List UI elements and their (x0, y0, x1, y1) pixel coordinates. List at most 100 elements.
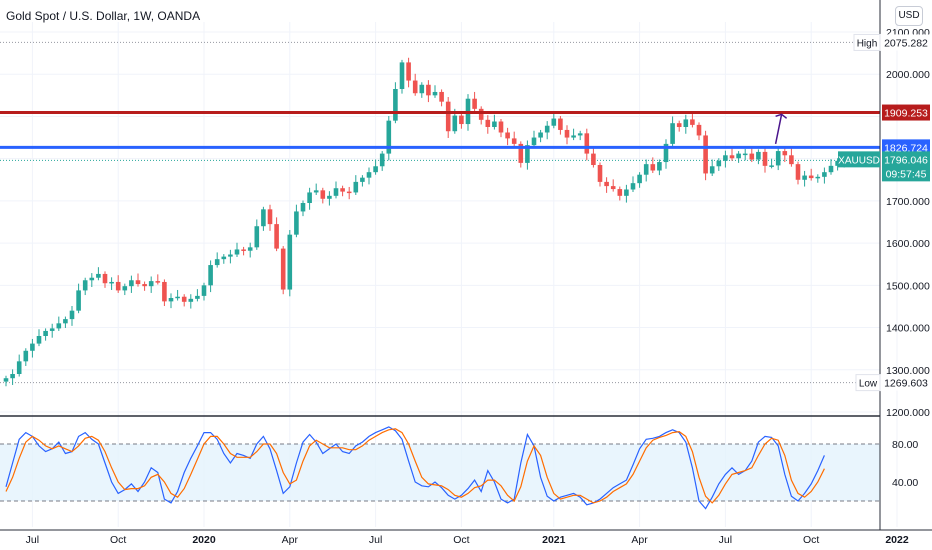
candle (795, 161, 801, 185)
candle-body (749, 153, 755, 160)
candle-body (109, 281, 114, 284)
candle-body (439, 91, 444, 102)
candle (320, 187, 326, 204)
horizontal-drawings[interactable] (0, 111, 880, 149)
candle (472, 91, 477, 112)
candle (76, 283, 81, 314)
candle (650, 157, 656, 174)
candle (406, 57, 411, 88)
candle (261, 206, 266, 231)
candle (756, 149, 761, 165)
candle-body (360, 177, 365, 182)
candle (280, 246, 286, 295)
candle (544, 121, 550, 140)
candle (789, 148, 794, 167)
candle-body (769, 165, 774, 167)
candle (630, 176, 636, 193)
candle (399, 59, 405, 94)
candle (195, 289, 200, 302)
candle-body (756, 151, 761, 160)
candle (155, 274, 161, 285)
low-value-tag-bg (882, 374, 930, 391)
candle-body (597, 165, 603, 182)
price-tick-label: 1600.000 (886, 238, 930, 250)
candle (709, 159, 715, 176)
stochastic-lines[interactable] (5, 426, 825, 510)
candle-body (564, 129, 570, 138)
candle (657, 159, 662, 176)
chart-title: Gold Spot / U.S. Dollar, 1W, OANDA (6, 9, 201, 23)
candle (294, 204, 299, 238)
candle (386, 116, 392, 161)
time-tick-label: Oct (110, 534, 126, 546)
candle (531, 130, 537, 148)
candle-body (637, 174, 642, 184)
candle-body (716, 160, 722, 167)
low-value-tag-text: 1269.603 (884, 378, 928, 390)
candle (604, 177, 609, 193)
candle (333, 181, 339, 199)
candle-body (393, 89, 398, 121)
candle-body (525, 145, 530, 163)
candle-body (544, 125, 550, 133)
resistance-tag-text: 1909.253 (884, 108, 928, 120)
candle-body (333, 188, 339, 196)
high-value-tag-bg (882, 34, 930, 51)
candle-body (340, 188, 345, 192)
candle (749, 146, 755, 163)
candle (175, 289, 180, 301)
candle (36, 329, 42, 347)
candle-body (188, 298, 194, 302)
candle (327, 191, 332, 206)
candle (511, 131, 517, 147)
currency-selector[interactable]: USD (895, 6, 923, 26)
candle (366, 167, 372, 185)
candle-body (234, 249, 240, 255)
time-tick-label: Jul (26, 534, 39, 546)
candle-body (452, 115, 458, 132)
candle (373, 159, 378, 175)
candle-body (307, 192, 312, 203)
candle (135, 273, 141, 287)
candle (478, 106, 484, 125)
stochastic-band (0, 415, 880, 502)
candle-body (736, 153, 741, 159)
price-tick-label: 2000.000 (886, 69, 930, 81)
candle-body (485, 119, 491, 127)
candle (624, 184, 629, 203)
candle (89, 273, 95, 288)
candle (716, 158, 722, 171)
candle-body (723, 155, 728, 161)
candle-body (228, 254, 233, 257)
high-value-tag-text: 2075.282 (884, 37, 928, 49)
candle (637, 172, 642, 188)
candle (505, 127, 510, 146)
candle (782, 146, 788, 163)
candle-body (30, 343, 35, 351)
candle-body (102, 273, 108, 284)
candle (610, 179, 616, 192)
candle (617, 186, 623, 201)
candle (56, 316, 62, 331)
candle-body (287, 234, 293, 290)
candle (313, 183, 319, 195)
high-label-bg (853, 33, 881, 51)
candle (287, 230, 293, 297)
candle (551, 111, 557, 129)
candle-body (247, 247, 253, 251)
candle-body (373, 166, 378, 173)
candle (676, 120, 682, 132)
candle-body (49, 328, 55, 331)
candle (69, 306, 75, 326)
countdown-tag-text: 09:57:45 (886, 168, 927, 180)
candle (340, 185, 345, 197)
candle-body (89, 277, 95, 281)
candle (267, 204, 273, 231)
candle-body (782, 151, 788, 156)
candle-body (129, 280, 134, 287)
candle-body (280, 248, 286, 290)
candle (274, 217, 279, 252)
candle-body (795, 164, 801, 180)
